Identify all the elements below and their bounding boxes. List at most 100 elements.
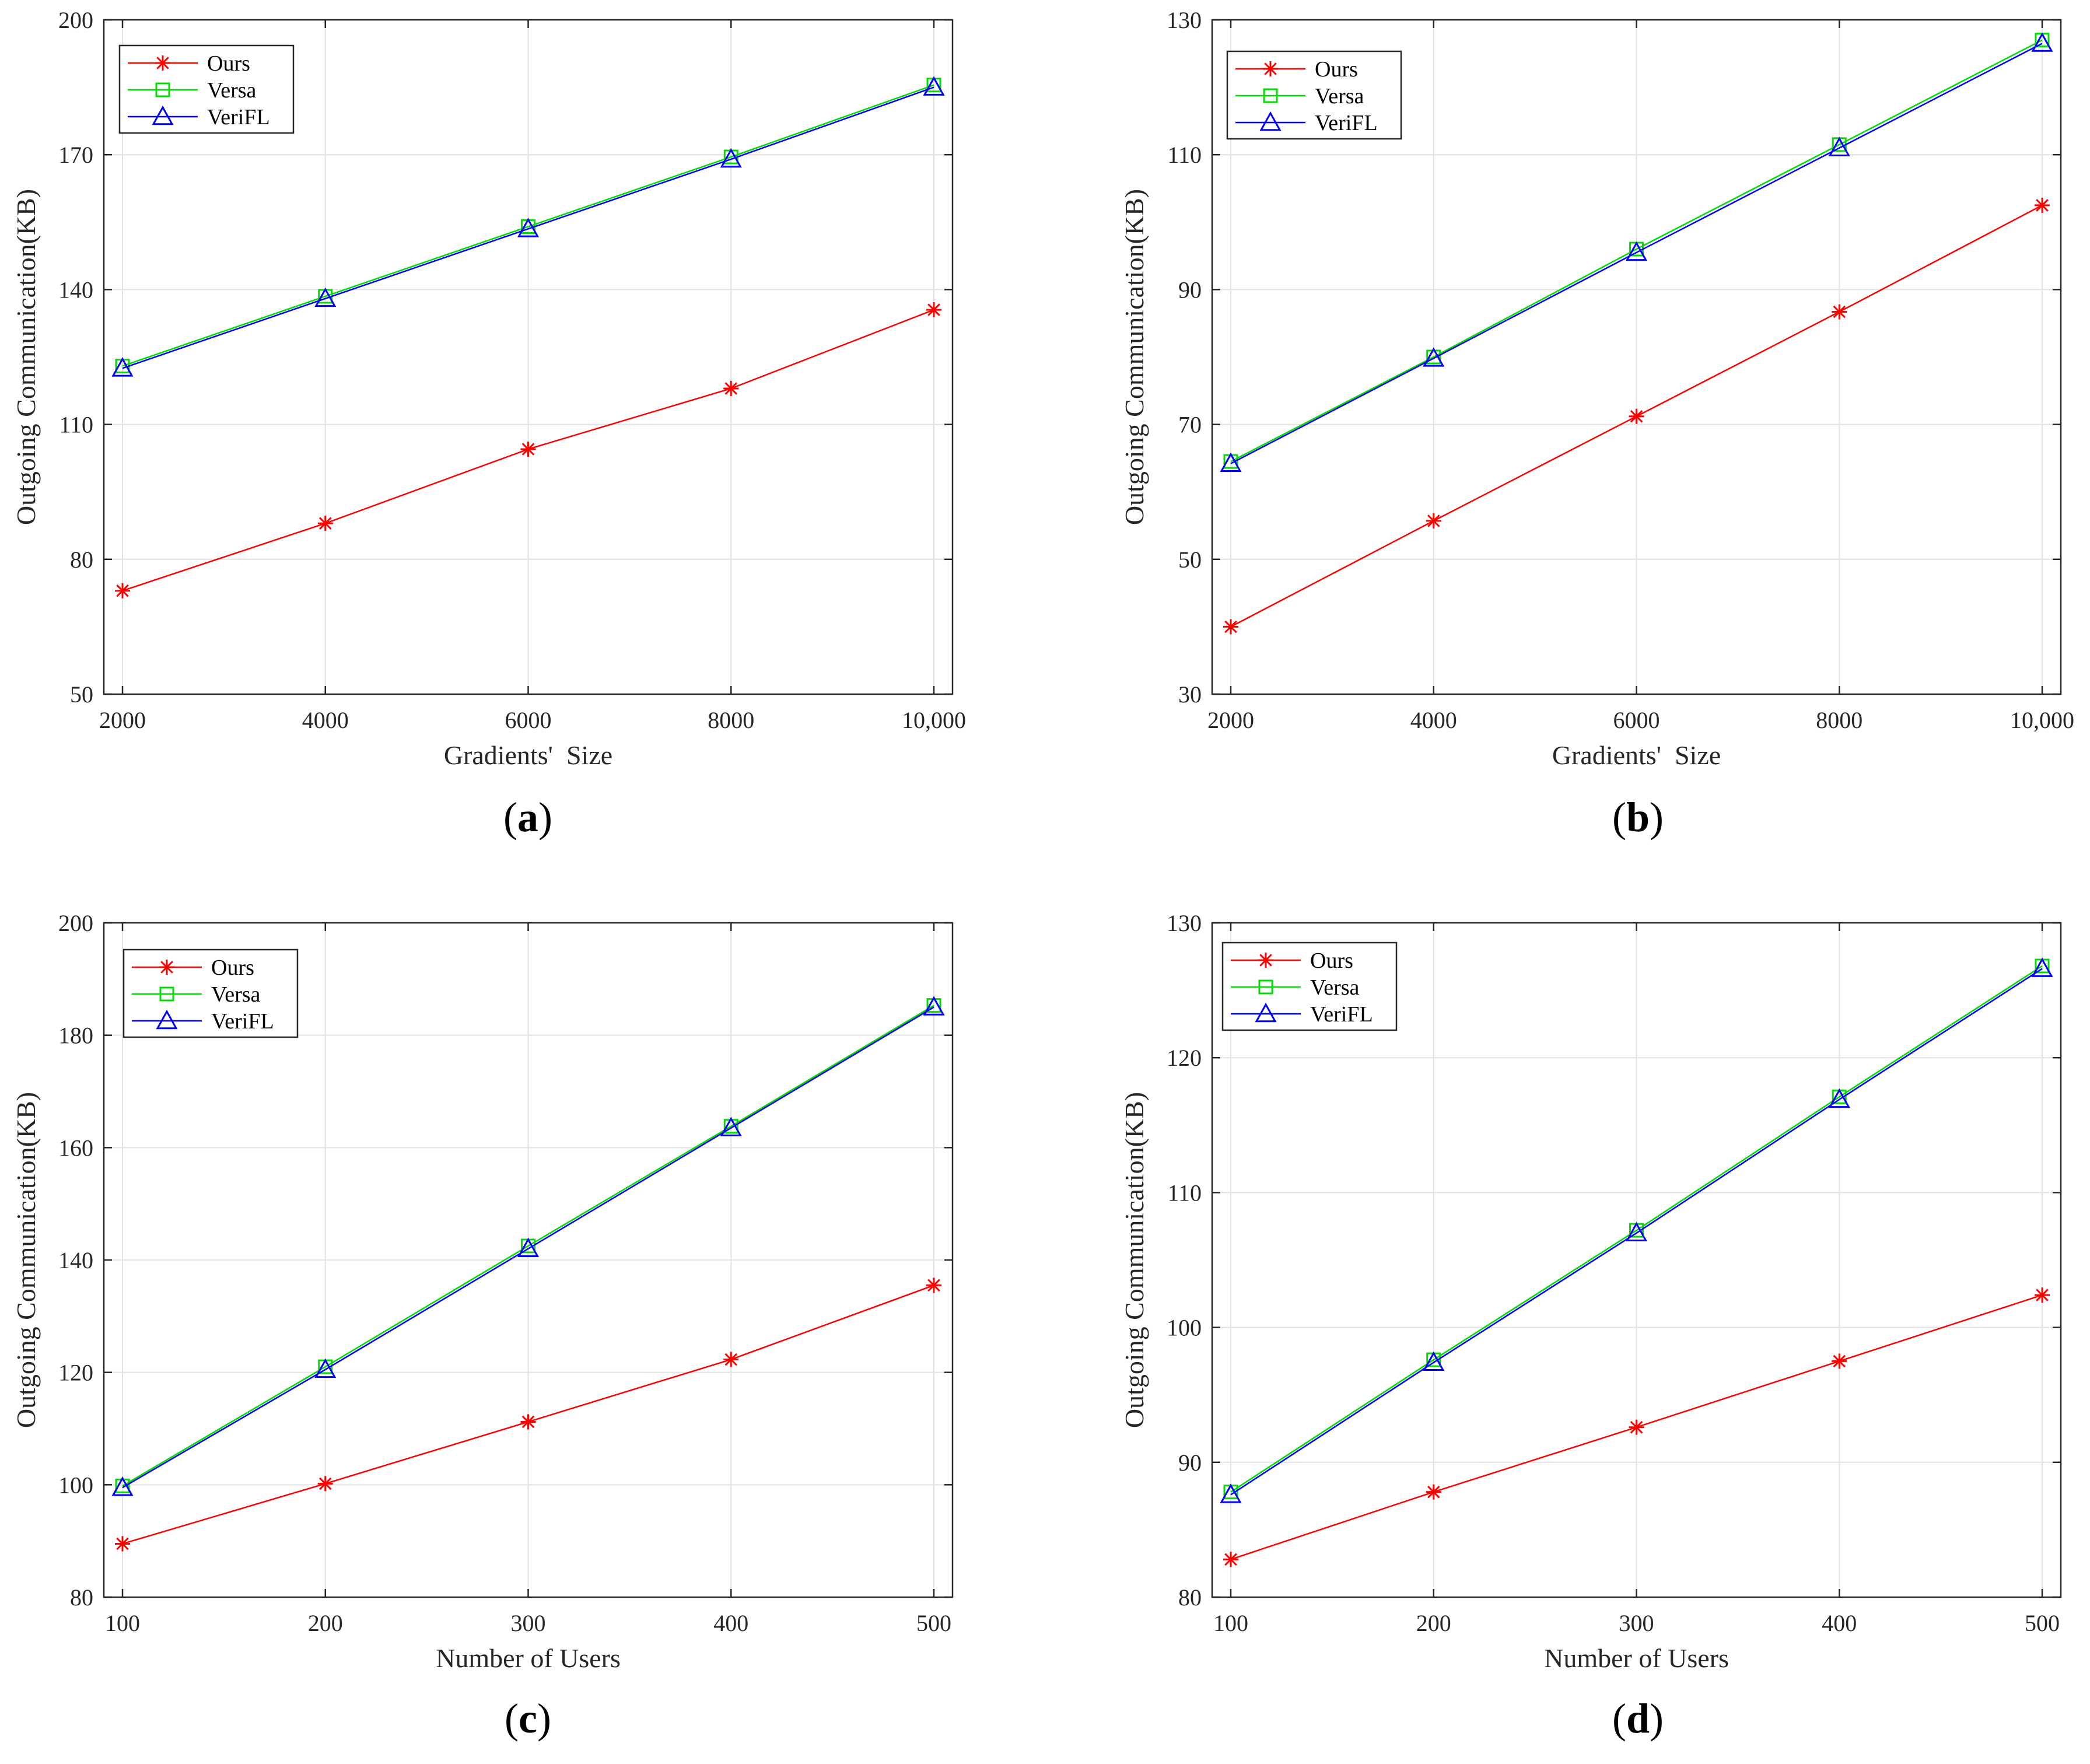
series-line-verifl (1230, 968, 2043, 1496)
data-point-verifl (517, 218, 540, 237)
data-point-verifl (720, 1116, 742, 1136)
y-tick-label: 200 (58, 910, 93, 936)
data-point-ours (1629, 408, 1644, 424)
data-point-verifl (111, 1476, 134, 1496)
panel-label: (b) (1612, 794, 1664, 841)
legend-marker-versa (159, 986, 174, 1002)
data-point-ours (1426, 513, 1441, 528)
data-point-ours (2035, 197, 2050, 213)
y-tick-label: 170 (58, 142, 93, 168)
y-tick-label: 180 (58, 1023, 93, 1049)
data-point-verifl (314, 1358, 337, 1378)
y-tick-label: 140 (58, 1247, 93, 1273)
x-tick-label: 500 (2025, 1610, 2060, 1636)
data-point-ours (2035, 1287, 2050, 1303)
legend-label-versa: Versa (1310, 975, 1360, 1000)
series-line-versa (1230, 965, 2043, 1493)
y-tick-label: 160 (58, 1135, 93, 1161)
legend-marker-verifl (156, 1009, 178, 1030)
legend-label-ours: Ours (1310, 949, 1353, 973)
x-tick-label: 2000 (1207, 707, 1254, 733)
y-tick-label: 140 (58, 276, 93, 303)
data-point-verifl (1220, 452, 1242, 472)
data-point-ours (1223, 619, 1238, 635)
data-point-ours (926, 1278, 941, 1293)
data-point-verifl (1828, 1088, 1850, 1108)
data-point-verifl (1828, 136, 1850, 156)
y-tick-label: 70 (1178, 412, 1202, 438)
legend-label-ours: Ours (1315, 57, 1358, 82)
x-tick-label: 200 (1416, 1610, 1451, 1636)
data-point-ours (1629, 1419, 1644, 1435)
x-tick-label: 4000 (1410, 707, 1457, 733)
y-tick-label: 90 (1178, 276, 1202, 303)
data-point-ours (520, 1414, 536, 1430)
data-point-ours (1832, 1353, 1847, 1369)
y-tick-label: 120 (1167, 1045, 1202, 1071)
data-point-ours (1832, 304, 1847, 320)
x-tick-label: 300 (511, 1610, 546, 1636)
x-tick-label: 300 (1619, 1610, 1654, 1636)
x-tick-label: 100 (105, 1610, 140, 1636)
legend-marker-versa (1258, 979, 1273, 995)
x-tick-label: 400 (1822, 1610, 1857, 1636)
x-tick-label: 2000 (99, 707, 146, 733)
y-tick-label: 130 (1167, 7, 1202, 33)
legend-marker-versa (155, 82, 170, 97)
data-point-ours (115, 1536, 130, 1552)
legend-marker-verifl (1259, 111, 1282, 131)
series-line-versa (1230, 39, 2043, 463)
x-tick-label: 200 (308, 1610, 343, 1636)
x-tick-label: 10,000 (902, 707, 966, 733)
legend-label-ours: Ours (211, 956, 254, 980)
x-axis-title: Number of Users (436, 1643, 621, 1673)
chart-panel-2: 2000 4000 6000 8000 10,000 30 50 70 90 110 130 Grad… (1119, 7, 2074, 841)
y-tick-label: 90 (1178, 1450, 1202, 1476)
series-line-versa (122, 84, 934, 367)
data-point-verifl (1625, 241, 1648, 261)
data-point-verifl (1423, 347, 1445, 367)
data-point-ours (317, 1476, 333, 1492)
data-point-verifl (517, 1237, 540, 1258)
y-tick-label: 50 (70, 681, 93, 708)
data-point-ours (317, 516, 333, 531)
legend-marker-verifl (152, 105, 174, 125)
panel-label: (c) (505, 1695, 551, 1742)
data-point-ours (723, 380, 739, 396)
x-axis-title: Number of Users (1544, 1643, 1729, 1673)
legend-marker-verifl (1255, 1002, 1277, 1023)
y-tick-label: 30 (1178, 681, 1202, 708)
data-point-verifl (314, 287, 337, 307)
legend-marker-ours (1263, 61, 1278, 76)
y-axis-title: Outgoing Communication(KB) (1119, 189, 1149, 525)
y-axis-title: Outgoing Communication(KB) (11, 189, 41, 525)
data-point-verifl (2031, 957, 2053, 977)
legend-label-verifl: VeriFL (1310, 1002, 1373, 1027)
legend-marker-ours (155, 55, 170, 71)
x-tick-label: 4000 (302, 707, 349, 733)
x-tick-label: 8000 (1816, 707, 1863, 733)
legend-marker-ours (159, 960, 174, 975)
legend-label-ours: Ours (207, 51, 250, 76)
panel-label: (d) (1612, 1695, 1664, 1742)
data-point-verifl (720, 148, 742, 168)
chart-panel-3: 100 200 300 400 500 80 100 120 140 160 180 200 Numbe… (11, 910, 954, 1742)
x-tick-label: 400 (713, 1610, 748, 1636)
data-point-ours (115, 583, 130, 598)
y-axis-title: Outgoing Communication(KB) (11, 1092, 41, 1428)
chart-panel-4: 100 200 300 400 500 80 90 100 110 120 130 Number of… (1119, 910, 2062, 1742)
y-tick-label: 110 (1167, 142, 1202, 168)
y-tick-label: 110 (59, 412, 93, 438)
legend-marker-ours (1258, 953, 1273, 968)
data-point-verifl (111, 357, 134, 377)
legend-marker-versa (1263, 88, 1278, 103)
data-point-verifl (923, 996, 945, 1016)
legend-label-versa: Versa (211, 982, 261, 1007)
data-point-verifl (2031, 32, 2053, 52)
x-axis-title: Gradients' Size (444, 740, 612, 770)
